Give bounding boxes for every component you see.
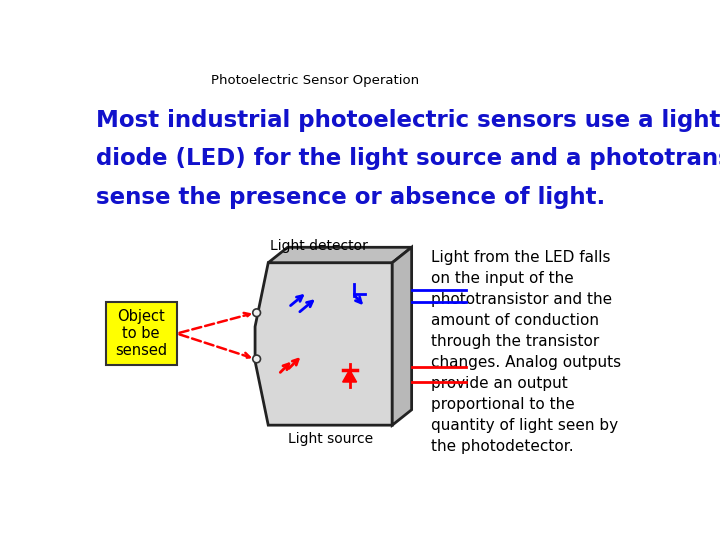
Polygon shape bbox=[255, 262, 392, 425]
Text: Light source: Light source bbox=[288, 432, 373, 446]
FancyBboxPatch shape bbox=[106, 302, 177, 365]
Text: diode (LED) for the light source and a phototransistor to: diode (LED) for the light source and a p… bbox=[96, 147, 720, 170]
Polygon shape bbox=[269, 247, 412, 262]
Text: Photoelectric Sensor Operation: Photoelectric Sensor Operation bbox=[211, 74, 419, 87]
Circle shape bbox=[253, 355, 261, 363]
Polygon shape bbox=[392, 247, 412, 425]
Text: Most industrial photoelectric sensors use a light-emitting: Most industrial photoelectric sensors us… bbox=[96, 109, 720, 132]
Text: sense the presence or absence of light.: sense the presence or absence of light. bbox=[96, 186, 606, 208]
Text: Light from the LED falls
on the input of the
phototransistor and the
amount of c: Light from the LED falls on the input of… bbox=[431, 249, 621, 454]
Circle shape bbox=[253, 309, 261, 316]
Text: Light detector: Light detector bbox=[270, 239, 368, 253]
Text: Object
to be
sensed: Object to be sensed bbox=[115, 309, 167, 359]
Polygon shape bbox=[343, 370, 356, 382]
